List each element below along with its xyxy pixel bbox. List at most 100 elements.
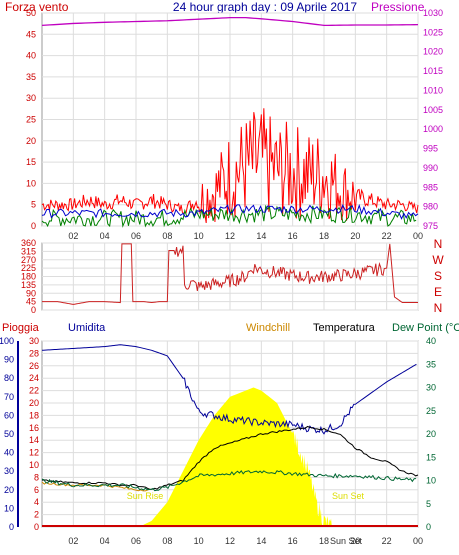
- compass-letter-n: N: [434, 237, 443, 251]
- direction-y-tick-label: 315: [21, 246, 36, 256]
- rain-y-tick-label: 22: [29, 386, 39, 396]
- x-tick-label-bottom: 06: [131, 536, 141, 546]
- dew-point-line: [41, 470, 417, 492]
- direction-y-tick-label: 0: [31, 305, 36, 315]
- tick-labels: 0202040406060808101012121414161618182020…: [0, 8, 443, 546]
- humidity-y-tick-label: 90: [4, 355, 14, 365]
- wind-y-tick-label: 20: [26, 136, 36, 146]
- direction-y-tick-label: 135: [21, 280, 36, 290]
- humidity-y-tick-label: 60: [4, 410, 14, 420]
- temperature-y-tick-label: 15: [426, 452, 436, 462]
- pressure-y-tick-label: 1010: [423, 85, 443, 95]
- pressure-y-tick-label: 1020: [423, 47, 443, 57]
- x-tick-label-top: 16: [288, 231, 298, 241]
- sun-set-label: Sun Set: [332, 491, 365, 501]
- wind-y-tick-label: 50: [26, 8, 36, 18]
- temperature-line: [41, 425, 419, 490]
- x-tick-label-bottom: 08: [162, 536, 172, 546]
- x-tick-label-top: 22: [382, 231, 392, 241]
- rain-y-tick-label: 6: [34, 485, 39, 495]
- temperature-y-tick-label: 30: [426, 383, 436, 393]
- rain-y-tick-label: 20: [29, 398, 39, 408]
- compass-letter-e: E: [434, 285, 442, 299]
- wind-direction-line: [42, 243, 418, 305]
- direction-y-tick-label: 360: [21, 238, 36, 248]
- rain-y-tick-label: 18: [29, 410, 39, 420]
- x-tick-label-bottom: 14: [256, 536, 266, 546]
- x-tick-label-top: 18: [319, 231, 329, 241]
- temperature-y-tick-label: 10: [426, 476, 436, 486]
- wind-strength-label: Forza vento: [5, 0, 69, 14]
- temperature-y-tick-label: 35: [426, 359, 436, 369]
- pressure-y-tick-label: 980: [423, 202, 438, 212]
- pressure-y-tick-label: 1030: [423, 8, 443, 18]
- temperature-y-tick-label: 0: [426, 522, 431, 532]
- humidity-y-tick-label: 50: [4, 429, 14, 439]
- direction-y-tick-label: 45: [26, 297, 36, 307]
- pressure-y-tick-label: 975: [423, 221, 438, 231]
- x-tick-label-bottom: 18: [319, 536, 329, 546]
- sun-rise-label: Sun Rise: [127, 491, 164, 501]
- rain-y-tick-label: 2: [34, 510, 39, 520]
- x-tick-label-bottom: 10: [194, 536, 204, 546]
- wind-y-tick-label: 10: [26, 178, 36, 188]
- humidity-legend: Umidita: [68, 322, 106, 334]
- direction-y-tick-label: 90: [26, 288, 36, 298]
- humidity-y-tick-label: 80: [4, 373, 14, 383]
- chart-title: 24 hour graph day : 09 Aprile 2017: [173, 0, 357, 14]
- humidity-y-tick-label: 10: [4, 503, 14, 513]
- wind-min-line: [41, 204, 417, 228]
- humidity-y-tick-label: 0: [9, 522, 14, 532]
- rain-y-tick-label: 16: [29, 423, 39, 433]
- rain-y-tick-label: 0: [34, 522, 39, 532]
- pressure-y-tick-label: 1015: [423, 66, 443, 76]
- pressure-y-tick-label: 985: [423, 182, 438, 192]
- rain-y-tick-label: 8: [34, 472, 39, 482]
- compass-letter-n: N: [434, 301, 443, 315]
- pressure-label: Pressione: [371, 0, 425, 14]
- wind-y-tick-label: 35: [26, 72, 36, 82]
- humidity-y-tick-label: 100: [0, 336, 14, 346]
- humidity-y-tick-label: 40: [4, 448, 14, 458]
- humidity-y-tick-label: 70: [4, 392, 14, 402]
- wind-y-tick-label: 45: [26, 29, 36, 39]
- x-tick-label-top: 00: [413, 231, 423, 241]
- wind-y-tick-label: 40: [26, 51, 36, 61]
- rain-y-tick-label: 24: [29, 373, 39, 383]
- temperature-y-tick-label: 20: [426, 429, 436, 439]
- rain-y-tick-label: 12: [29, 448, 39, 458]
- pressure-line: [41, 16, 419, 27]
- humidity-line: [41, 344, 417, 435]
- x-tick-label-top: 12: [225, 231, 235, 241]
- wind-average-line: [41, 203, 419, 220]
- x-tick-label-bottom: 12: [225, 536, 235, 546]
- x-tick-label-bottom: 00: [413, 536, 423, 546]
- x-tick-label-bottom: 02: [68, 536, 78, 546]
- data-marks: Sun Rise Sun Set Sun Set: [41, 16, 419, 546]
- x-tick-label-top: 08: [162, 231, 172, 241]
- x-tick-label-top: 14: [256, 231, 266, 241]
- compass-letter-s: S: [434, 269, 442, 283]
- rain-y-tick-label: 26: [29, 361, 39, 371]
- pressure-y-tick-label: 990: [423, 163, 438, 173]
- wind-y-tick-label: 0: [31, 221, 36, 231]
- rain-y-tick-label: 14: [29, 435, 39, 445]
- dew-point-legend: Dew Point (°C: [392, 322, 459, 334]
- wind-y-tick-label: 5: [31, 200, 36, 210]
- temperature-y-tick-label: 5: [426, 499, 431, 509]
- sun-set-bottom-label: Sun Set: [330, 536, 363, 546]
- windchill-line: [41, 481, 151, 492]
- direction-y-tick-label: 225: [21, 263, 36, 273]
- wind-y-tick-label: 25: [26, 115, 36, 125]
- x-tick-label-bottom: 20: [350, 536, 360, 546]
- x-tick-label-top: 02: [68, 231, 78, 241]
- pressure-y-tick-label: 1005: [423, 105, 443, 115]
- rain-y-tick-label: 4: [34, 497, 39, 507]
- direction-y-tick-label: 270: [21, 255, 36, 265]
- pressure-y-tick-label: 995: [423, 144, 438, 154]
- wind-y-tick-label: 30: [26, 93, 36, 103]
- rain-y-tick-label: 30: [29, 336, 39, 346]
- x-tick-label-bottom: 22: [382, 536, 392, 546]
- windchill-legend: Windchill: [246, 322, 290, 334]
